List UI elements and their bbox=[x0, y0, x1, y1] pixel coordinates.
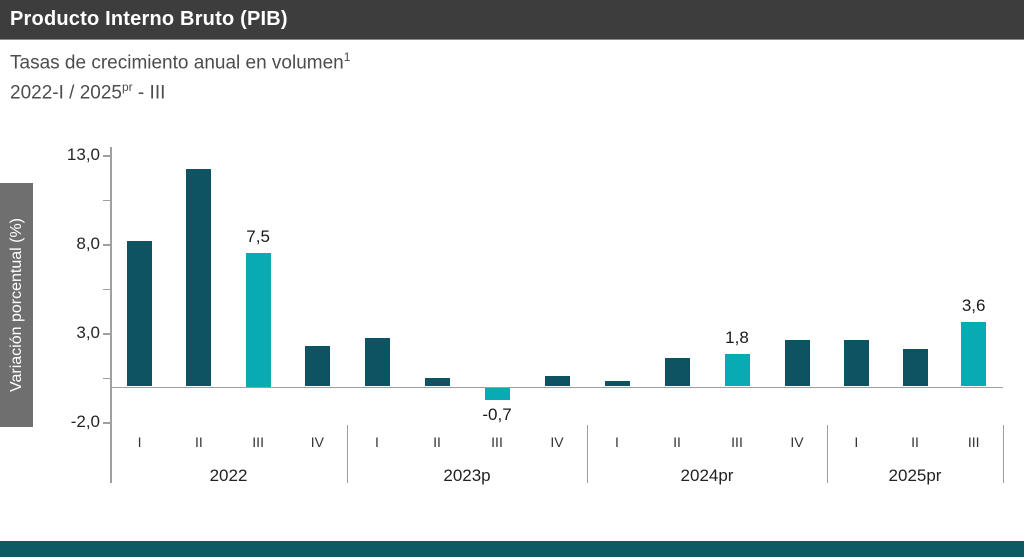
bar-2023p-III bbox=[484, 388, 510, 401]
quarter-label: I bbox=[375, 434, 379, 450]
y-axis-tick-label: 13,0 bbox=[66, 145, 100, 165]
quarter-label: IV bbox=[550, 434, 564, 450]
y-axis-tick-label: 3,0 bbox=[76, 323, 100, 343]
y-axis-label-strip: Variación porcentual (%) bbox=[0, 183, 33, 427]
quarter-label: II bbox=[194, 434, 203, 450]
bar-value-label: -0,7 bbox=[482, 404, 512, 424]
year-group-divider bbox=[347, 425, 348, 483]
bar-2024pr-I bbox=[604, 381, 630, 387]
year-group-divider bbox=[587, 425, 588, 483]
quarter-label: III bbox=[731, 434, 743, 450]
bar-2025pr-II bbox=[902, 349, 928, 387]
bar-2025pr-III bbox=[961, 322, 987, 387]
y-axis-tick bbox=[103, 155, 110, 157]
quarter-label: III bbox=[491, 434, 503, 450]
y-axis-tick-label: -2,0 bbox=[70, 412, 100, 432]
quarter-label: I bbox=[854, 434, 859, 450]
bar-2025pr-I bbox=[843, 340, 869, 387]
y-axis-tick-label: 8,0 bbox=[76, 234, 100, 254]
y-axis-tick bbox=[103, 422, 110, 424]
y-axis-line bbox=[110, 147, 112, 483]
year-label: 2022 bbox=[209, 466, 248, 485]
bar-2023p-I bbox=[364, 338, 390, 387]
bar-2024pr-III bbox=[724, 354, 750, 387]
year-label: 2025pr bbox=[888, 466, 942, 485]
preliminary-marker: pr bbox=[121, 80, 133, 95]
bar-2022-I bbox=[127, 240, 153, 387]
y-axis-tick bbox=[103, 244, 110, 246]
bar-2023p-IV bbox=[544, 375, 570, 387]
bar-2023p-II bbox=[424, 377, 450, 387]
year-group-divider bbox=[827, 425, 828, 483]
footer-accent-bar bbox=[0, 541, 1024, 557]
chart-title-bar: Producto Interno Bruto (PIB) bbox=[0, 0, 1024, 40]
bar-value-label: 1,8 bbox=[725, 328, 749, 348]
quarter-label: I bbox=[137, 434, 142, 450]
subtitle-line2: 2022-I / 2025pr - III bbox=[10, 80, 166, 104]
bar-2022-III bbox=[245, 253, 271, 387]
y-axis-tick bbox=[103, 288, 110, 291]
y-axis-tick bbox=[103, 377, 110, 380]
chart-subtitle: Tasas de crecimiento anual en volumen1 2… bbox=[10, 45, 350, 106]
year-label: 2023p bbox=[443, 466, 491, 485]
quarter-label: I bbox=[615, 434, 619, 450]
bar-value-label: 3,6 bbox=[961, 296, 986, 316]
page-title: Producto Interno Bruto (PIB) bbox=[10, 8, 288, 30]
quarter-label: II bbox=[911, 434, 919, 450]
subtitle-line1: Tasas de crecimiento anual en volumen1 bbox=[10, 50, 351, 74]
bar-2022-II bbox=[186, 169, 212, 387]
quarter-label: III bbox=[967, 434, 980, 450]
y-axis-tick bbox=[103, 199, 110, 202]
quarter-label: IV bbox=[790, 434, 804, 450]
quarter-label: III bbox=[252, 434, 264, 450]
year-group-divider bbox=[1003, 425, 1004, 483]
quarter-label: II bbox=[433, 434, 441, 450]
zero-baseline bbox=[110, 386, 1003, 388]
quarter-label: II bbox=[673, 434, 681, 450]
quarter-label: IV bbox=[310, 434, 324, 450]
bar-2024pr-IV bbox=[784, 340, 810, 387]
bar-value-label: 7,5 bbox=[246, 227, 270, 246]
footnote-marker: 1 bbox=[343, 50, 351, 64]
bar-2022-IV bbox=[304, 345, 330, 387]
bar-2024pr-II bbox=[664, 358, 690, 387]
year-label: 2024pr bbox=[680, 466, 734, 485]
y-axis-tick bbox=[103, 333, 110, 335]
